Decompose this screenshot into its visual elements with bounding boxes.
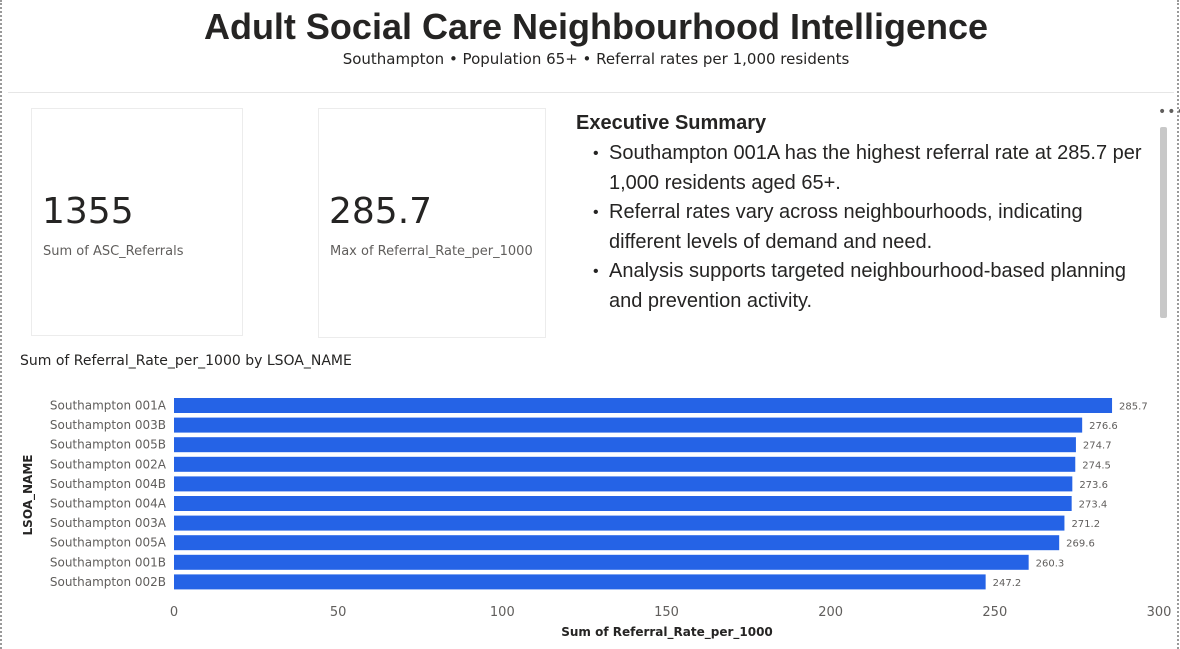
bar-1[interactable] <box>174 417 1083 433</box>
y-tick-label: Southampton 002B <box>50 575 166 589</box>
left-canvas-border <box>0 0 2 649</box>
x-tick-label: 250 <box>982 605 1007 620</box>
data-label: 260.3 <box>1036 558 1065 569</box>
data-label: 274.7 <box>1083 441 1112 452</box>
page-title: Adult Social Care Neighbourhood Intellig… <box>203 6 989 47</box>
summary-scrollbar[interactable] <box>1160 127 1167 318</box>
y-tick-label: Southampton 005B <box>50 438 166 452</box>
bar-8[interactable] <box>174 554 1029 570</box>
summary-bullet-text: Referral rates vary across neighbourhood… <box>609 201 1083 253</box>
bullet-icon: • <box>593 204 599 221</box>
x-axis-title: Sum of Referral_Rate_per_1000 <box>561 625 773 640</box>
data-label: 247.2 <box>993 578 1022 589</box>
bullet-icon: • <box>593 263 599 280</box>
bar-chart: Southampton 001A Southampton 003B Southamp… <box>21 398 1172 640</box>
x-tick-label: 100 <box>490 605 515 620</box>
executive-summary: Executive Summary • Southampton 001A has … <box>576 112 1146 316</box>
y-tick-label: Southampton 005A <box>50 536 167 550</box>
page-subtitle: Southampton • Population 65+ • Referral … <box>342 50 850 68</box>
data-label: 269.6 <box>1066 539 1095 550</box>
kpi-card-referrals[interactable]: 1355 Sum of ASC_Referrals <box>31 108 243 336</box>
summary-bullet-text: Southampton 001A has the highest referra… <box>609 142 1142 194</box>
data-label: 276.6 <box>1089 421 1118 432</box>
x-tick-label: 50 <box>330 605 347 620</box>
bar-2[interactable] <box>174 437 1076 453</box>
y-tick-label: Southampton 003B <box>50 418 166 432</box>
summary-bullet: • Referral rates vary across neighbourhoo… <box>593 198 1146 257</box>
x-tick-label: 150 <box>654 605 679 620</box>
summary-bullet-text: Analysis supports targeted neighbourhood… <box>609 260 1127 312</box>
more-options-icon[interactable]: ••• <box>1158 104 1180 120</box>
x-tick-labels: 0 50 100 150 200 250 300 <box>170 605 1172 620</box>
data-label: 285.7 <box>1119 402 1148 413</box>
data-label: 273.4 <box>1079 500 1108 511</box>
y-tick-label: Southampton 003A <box>50 516 167 530</box>
y-tick-labels: Southampton 001A Southampton 003B Southamp… <box>50 399 167 589</box>
data-label: 274.5 <box>1082 460 1111 471</box>
kpi-card-max-rate[interactable]: 285.7 Max of Referral_Rate_per_1000 <box>318 108 546 338</box>
x-tick-label: 200 <box>818 605 843 620</box>
summary-bullet: • Analysis supports targeted neighbourhoo… <box>593 257 1146 316</box>
bar-0[interactable] <box>174 398 1113 413</box>
bar-9[interactable] <box>174 574 986 590</box>
right-canvas-border <box>1177 0 1179 649</box>
bar-4[interactable] <box>174 476 1073 492</box>
summary-bullet: • Southampton 001A has the highest referr… <box>593 139 1146 198</box>
bar-3[interactable] <box>174 456 1076 472</box>
y-tick-label: Southampton 004B <box>50 477 166 491</box>
bar-5[interactable] <box>174 496 1072 511</box>
y-tick-label: Southampton 002A <box>50 457 167 471</box>
bullet-icon: • <box>593 145 599 162</box>
y-tick-label: Southampton 001B <box>50 555 166 569</box>
y-axis-title: LSOA_NAME <box>21 455 36 536</box>
kpi-label-max-rate: Max of Referral_Rate_per_1000 <box>330 244 533 259</box>
y-tick-label: Southampton 001A <box>50 399 167 413</box>
kpi-value-referrals: 1355 <box>42 191 134 232</box>
bar-7[interactable] <box>174 535 1060 551</box>
data-label: 273.6 <box>1079 480 1108 491</box>
summary-list: • Southampton 001A has the highest referr… <box>576 139 1146 316</box>
kpi-label-referrals: Sum of ASC_Referrals <box>43 244 184 259</box>
y-tick-label: Southampton 004A <box>50 497 167 511</box>
data-label: 271.2 <box>1071 519 1100 530</box>
x-tick-label: 0 <box>170 605 178 620</box>
summary-heading: Executive Summary <box>576 112 767 134</box>
bars-group <box>174 398 1113 590</box>
chart-title: Sum of Referral_Rate_per_1000 by LSOA_NA… <box>20 353 352 369</box>
x-tick-label: 300 <box>1147 605 1172 620</box>
kpi-value-max-rate: 285.7 <box>329 191 433 232</box>
bar-6[interactable] <box>174 515 1065 531</box>
header-divider <box>8 92 1174 93</box>
